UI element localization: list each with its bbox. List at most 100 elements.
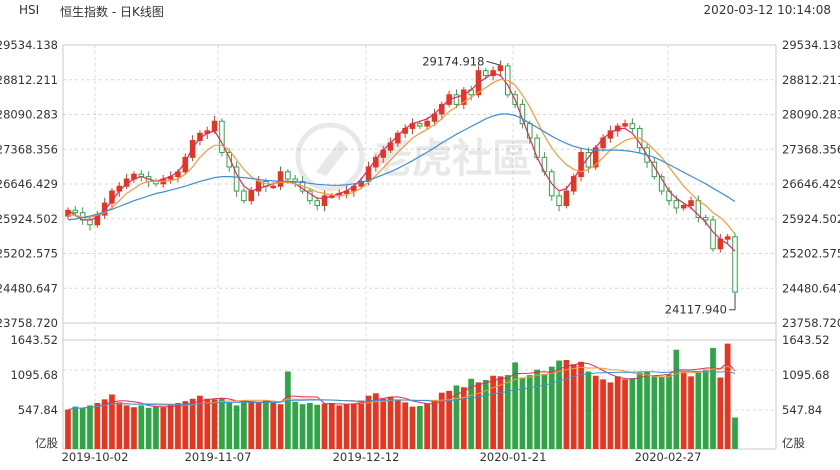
price-tick-right: 27368.356 [782, 142, 840, 156]
volume-bar [79, 407, 86, 449]
volume-bar [372, 393, 379, 449]
volume-unit-right: 亿股 [782, 436, 805, 450]
index-name-label: 恒生指数 - 日K线图 [60, 5, 164, 19]
candle-up [497, 65, 504, 72]
volume-bar [241, 400, 247, 449]
price-tick-left: 25924.502 [0, 212, 58, 226]
volume-bar [277, 404, 284, 449]
candle-down [241, 190, 247, 202]
volume-bar [644, 371, 650, 449]
volume-bar [343, 404, 350, 449]
volume-bar [387, 396, 394, 449]
volume-bar [197, 395, 203, 449]
candle-down [307, 190, 313, 202]
date-tick-label: 2020-02-27 [635, 450, 702, 464]
volume-bar [585, 371, 592, 449]
volume-bar [101, 399, 108, 449]
volume-bar [614, 376, 621, 449]
volume-tick-left: 547.84 [18, 403, 58, 417]
volume-bar [578, 361, 584, 449]
price-tick-left: 28090.283 [0, 108, 58, 122]
candle-up [248, 190, 255, 202]
date-tick-label: 2019-10-02 [62, 450, 129, 464]
volume-bar [453, 385, 460, 449]
symbol-label: HSI [19, 3, 40, 17]
volume-bar [534, 369, 540, 449]
volume-bar [504, 375, 511, 449]
candle-up [365, 166, 372, 182]
candle-down [219, 120, 225, 154]
high-marker-line [486, 60, 501, 66]
volume-ma-short-line [67, 361, 736, 411]
volume-bar [255, 401, 262, 449]
price-tick-left: 28812.211 [0, 73, 58, 87]
volume-bar [409, 406, 416, 449]
watermark-text: 老虎社區 [372, 136, 532, 182]
moving-averages-layer [67, 72, 736, 252]
volume-bar [321, 403, 328, 449]
volume-bar [263, 399, 269, 449]
volume-bar [145, 407, 152, 449]
volume-bar [138, 405, 145, 449]
price-tick-right: 28090.283 [782, 108, 840, 122]
volume-bar [160, 407, 167, 449]
price-tick-left: 24480.647 [0, 281, 58, 295]
volume-bar [131, 407, 137, 449]
price-axis-right: 29534.138 28812.211 28090.283 27368.356 2664… [782, 38, 840, 330]
candle-up [461, 89, 467, 105]
ma-long-line [67, 113, 736, 221]
candle-down [87, 219, 93, 226]
volume-bar [380, 398, 387, 449]
date-tick-label: 2020-01-21 [480, 450, 547, 464]
volume-bar [233, 405, 240, 449]
candle-up [101, 202, 108, 216]
volume-bar [695, 372, 702, 449]
volume-axis: 1643.52 1643.52 1095.68 1095.68 547.84 547.84… [10, 333, 829, 450]
volume-bar [116, 402, 123, 449]
volume-bar [475, 382, 482, 449]
volume-bar [732, 417, 738, 449]
price-tick-left: 27368.356 [0, 142, 58, 156]
volume-bar [65, 409, 71, 449]
volume-tick-right: 547.84 [782, 403, 822, 417]
timestamp-label: 2020-03-12 10:14:08 [703, 3, 831, 17]
price-tick-left: 29534.138 [0, 38, 58, 52]
candle-down [629, 123, 636, 129]
volume-bar [182, 401, 189, 449]
volume-bar [292, 401, 299, 449]
volume-bar [512, 362, 518, 449]
volume-bar [710, 347, 716, 449]
volume-ma-long-line [67, 370, 736, 411]
candle-down [673, 200, 680, 209]
volume-bar [248, 401, 255, 449]
candle-down [526, 123, 533, 139]
ma-mid-line [68, 78, 736, 235]
volume-bar [365, 395, 372, 449]
candle-up [358, 180, 364, 187]
volume-bar [424, 403, 431, 449]
volume-bar [482, 379, 489, 449]
volume-bar [724, 343, 731, 449]
price-tick-right: 25202.575 [782, 247, 840, 261]
volume-bar [123, 405, 130, 449]
volume-bar [204, 398, 211, 449]
volume-bar [717, 377, 724, 449]
candle-up [622, 123, 628, 127]
volume-bar [394, 399, 401, 449]
volume-tick-right: 1095.68 [782, 368, 830, 382]
volume-bar [431, 400, 438, 449]
price-tick-right: 29534.138 [782, 38, 840, 52]
volume-bar [636, 372, 643, 449]
volume-bar [211, 399, 218, 449]
price-tick-right: 23758.720 [782, 316, 840, 330]
volume-bar [563, 359, 570, 449]
date-axis: 2019-10-02 2019-11-07 2019-12-12 2020-01-21… [62, 450, 702, 464]
price-tick-right: 25924.502 [782, 212, 840, 226]
volume-bar [72, 406, 79, 449]
volume-bar [490, 375, 496, 449]
volume-bar [570, 364, 577, 449]
candle-up [321, 195, 328, 206]
volume-bar [314, 404, 321, 449]
grid-lines [62, 44, 777, 450]
